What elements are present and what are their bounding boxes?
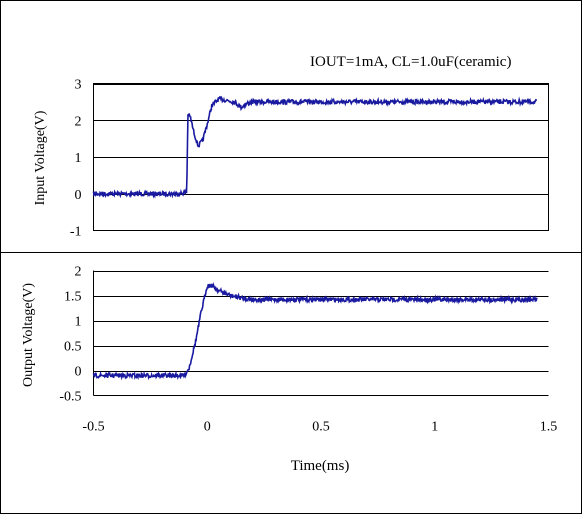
y-tick-label-bot-0: 2 [75, 265, 82, 280]
series-line-input-voltage [92, 95, 538, 199]
x-tick-labels: -0.5 0 0.5 1 1.5 [82, 420, 557, 435]
input-voltage-panel: IOUT=1mA, CL=1.0uF(ceramic) Input Voltag… [33, 54, 549, 240]
x-axis-label: Time(ms) [291, 458, 350, 474]
x-tick-label-1: 0 [204, 420, 211, 435]
y-tick-label-bot-3: 0.5 [64, 340, 82, 355]
y-tick-label-bot-4: 0 [75, 365, 82, 380]
y-tick-label-top-0: 3 [75, 78, 82, 93]
series-line-output-voltage [92, 282, 538, 381]
y-tick-labels-output: 2 1.5 1 0.5 0 -0.5 [59, 265, 81, 405]
y-axis-label-input: Input Voltage(V) [33, 110, 48, 205]
y-axis-label-output: Output Voltage(V) [21, 283, 36, 387]
x-tick-label-3: 1 [431, 420, 438, 435]
x-tick-label-2: 0.5 [312, 420, 330, 435]
y-tick-label-top-1: 2 [75, 114, 82, 129]
y-tick-label-bot-1: 1.5 [64, 290, 82, 305]
y-tick-label-top-4: -1 [70, 225, 82, 240]
chart-title: IOUT=1mA, CL=1.0uF(ceramic) [310, 54, 511, 70]
y-tick-labels-input: 3 2 1 0 -1 [70, 78, 82, 240]
y-tick-label-top-3: 0 [75, 188, 82, 203]
x-tick-label-4: 1.5 [540, 420, 558, 435]
x-tick-label-0: -0.5 [82, 420, 104, 435]
y-tick-label-bot-5: -0.5 [59, 390, 81, 405]
y-tick-label-bot-2: 1 [75, 315, 82, 330]
y-tick-label-top-2: 1 [75, 151, 82, 166]
plot-area-input [93, 83, 549, 231]
output-voltage-panel: Output Voltage(V) 2 1.5 1 0.5 0 -0.5 -0.5 0 0.5… [21, 265, 557, 475]
grid-lines-output [93, 271, 549, 372]
